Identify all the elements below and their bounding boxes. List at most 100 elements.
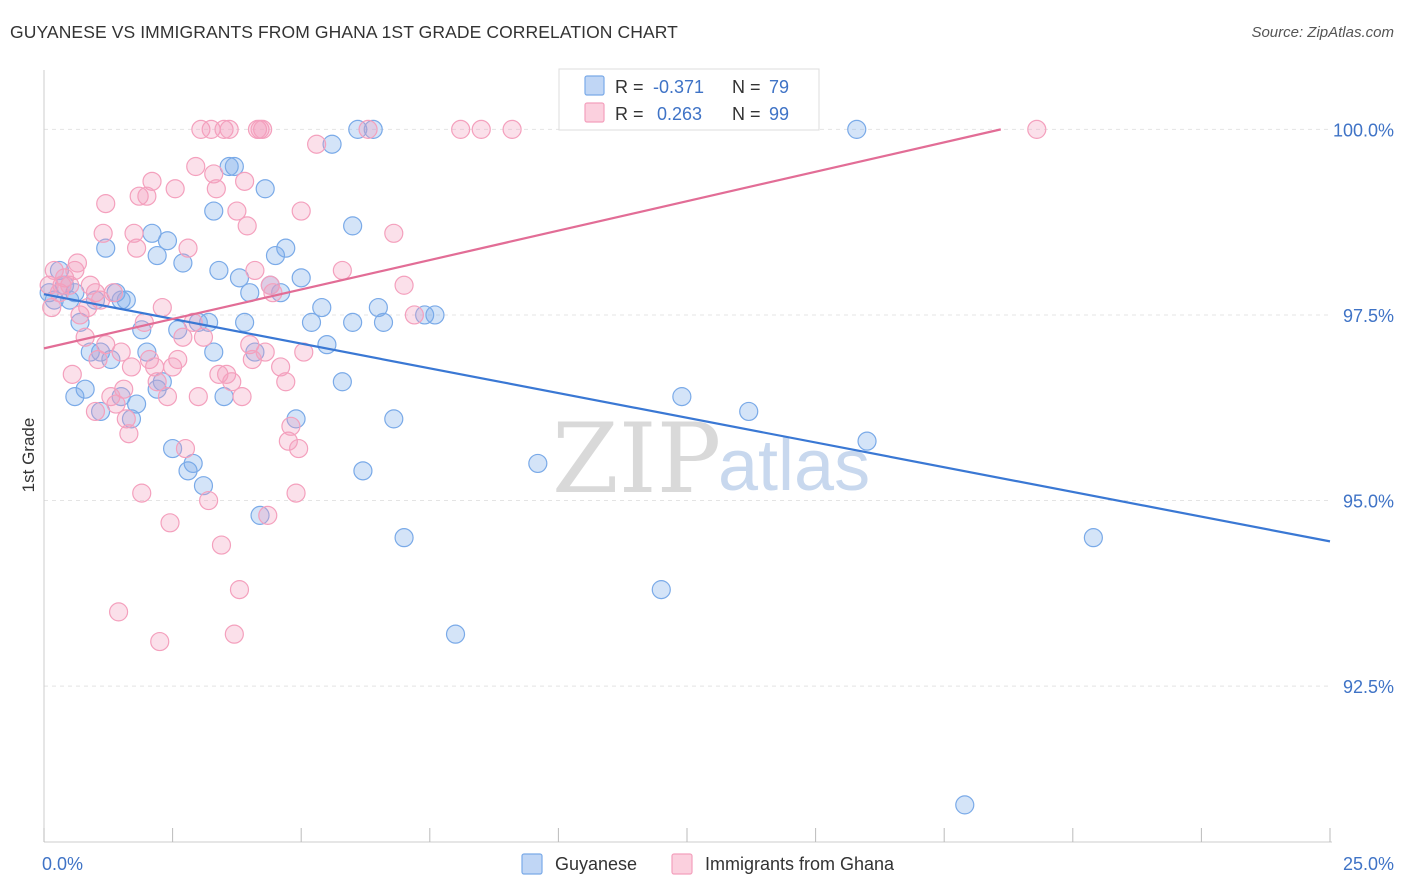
- point-ghana: [253, 119, 273, 139]
- point-guyanese: [343, 312, 363, 332]
- point-ghana: [193, 327, 214, 347]
- point-ghana: [124, 223, 144, 243]
- point-ghana: [332, 260, 352, 281]
- point-guyanese: [70, 312, 90, 332]
- legend-n-value-guyanese: 79: [769, 77, 789, 97]
- point-ghana: [152, 297, 172, 318]
- point-ghana: [240, 335, 260, 355]
- point-guyanese: [373, 312, 394, 332]
- point-guyanese: [173, 253, 193, 273]
- legend-r-value-ghana: 0.263: [657, 104, 702, 124]
- legend-bottom-label-ghana: Immigrants from Ghana: [705, 854, 895, 874]
- point-guyanese: [90, 401, 111, 422]
- point-guyanese: [75, 379, 95, 399]
- point-ghana: [384, 223, 404, 243]
- watermark-zip: ZIP: [552, 403, 721, 515]
- point-ghana: [237, 216, 257, 236]
- point-guyanese: [353, 461, 373, 481]
- point-ghana: [178, 238, 198, 258]
- point-guyanese: [739, 401, 759, 422]
- point-guyanese: [147, 245, 167, 266]
- y-axis-tick-labels: 100.0% 97.5% 95.0% 92.5%: [1333, 120, 1394, 697]
- point-guyanese: [384, 409, 404, 429]
- point-ghana: [224, 624, 244, 644]
- legend-series: Guyanese Immigrants from Ghana: [521, 853, 895, 875]
- point-guyanese: [255, 179, 275, 199]
- point-guyanese: [65, 387, 85, 407]
- point-guyanese: [183, 453, 203, 474]
- point-ghana: [286, 483, 306, 503]
- legend-n-value-ghana: 99: [769, 104, 789, 124]
- x-axis-ticks: [43, 828, 1331, 842]
- point-guyanese: [152, 372, 172, 392]
- point-guyanese: [219, 156, 239, 177]
- point-ghana: [150, 631, 170, 652]
- point-ghana: [137, 186, 157, 206]
- point-guyanese: [229, 268, 250, 288]
- legend-r-label-guyanese: R =: [615, 77, 644, 97]
- point-ghana: [404, 305, 424, 325]
- legend-r-value-guyanese: -0.371: [653, 77, 704, 97]
- point-ghana: [121, 357, 142, 377]
- point-ghana: [106, 394, 126, 414]
- point-guyanese: [368, 297, 388, 318]
- point-guyanese: [96, 238, 116, 258]
- point-ghana: [126, 238, 147, 258]
- point-ghana: [119, 424, 139, 444]
- point-guyanese: [847, 119, 867, 139]
- point-guyanese: [250, 505, 270, 525]
- point-ghana: [258, 505, 278, 525]
- point-ghana: [206, 179, 226, 199]
- point-ghana: [263, 283, 283, 303]
- point-ghana: [44, 260, 64, 281]
- legend-r-label-ghana: R =: [615, 104, 644, 124]
- point-ghana: [281, 416, 301, 436]
- point-guyanese: [276, 238, 296, 258]
- point-ghana: [255, 342, 275, 362]
- point-ghana: [157, 387, 178, 407]
- legend-n-label-guyanese: N =: [732, 77, 761, 97]
- point-ghana: [276, 372, 296, 392]
- point-ghana: [173, 327, 193, 347]
- point-ghana: [62, 364, 82, 384]
- point-ghana: [278, 431, 298, 451]
- point-guyanese: [857, 431, 877, 451]
- point-guyanese: [235, 312, 255, 332]
- point-ghana: [211, 535, 232, 555]
- watermark: ZIP atlas: [552, 403, 870, 515]
- point-ghana: [1027, 119, 1047, 139]
- y-tick-label: 100.0%: [1333, 120, 1394, 140]
- point-ghana: [160, 513, 180, 533]
- point-guyanese: [157, 231, 178, 251]
- legend-bottom-swatch-ghana: [671, 853, 693, 875]
- point-ghana: [93, 223, 113, 243]
- point-ghana: [132, 483, 152, 503]
- point-ghana: [451, 119, 471, 139]
- point-guyanese: [363, 119, 383, 139]
- point-ghana: [229, 580, 250, 600]
- point-ghana: [103, 283, 124, 303]
- legend-correlation: R = -0.371 N = 79 R = 0.263 N = 99: [558, 68, 820, 131]
- point-ghana: [219, 119, 239, 139]
- point-ghana: [142, 171, 162, 191]
- point-guyanese: [672, 387, 692, 407]
- trend-lines: [43, 128, 1331, 543]
- point-ghana: [358, 119, 378, 139]
- legend-swatch-guyanese: [584, 75, 605, 96]
- point-ghana: [65, 260, 85, 281]
- point-ghana: [96, 194, 116, 214]
- point-ghana: [168, 349, 188, 370]
- point-guyanese: [80, 342, 100, 362]
- point-ghana: [134, 312, 154, 332]
- point-guyanese: [955, 795, 975, 815]
- point-guyanese: [415, 305, 435, 325]
- point-guyanese: [204, 201, 224, 221]
- point-guyanese: [193, 476, 214, 496]
- point-guyanese: [332, 372, 352, 392]
- point-guyanese: [224, 156, 244, 177]
- point-ghana: [289, 438, 309, 459]
- point-ghana: [111, 342, 131, 362]
- point-guyanese: [445, 624, 466, 644]
- axes: [43, 70, 1332, 843]
